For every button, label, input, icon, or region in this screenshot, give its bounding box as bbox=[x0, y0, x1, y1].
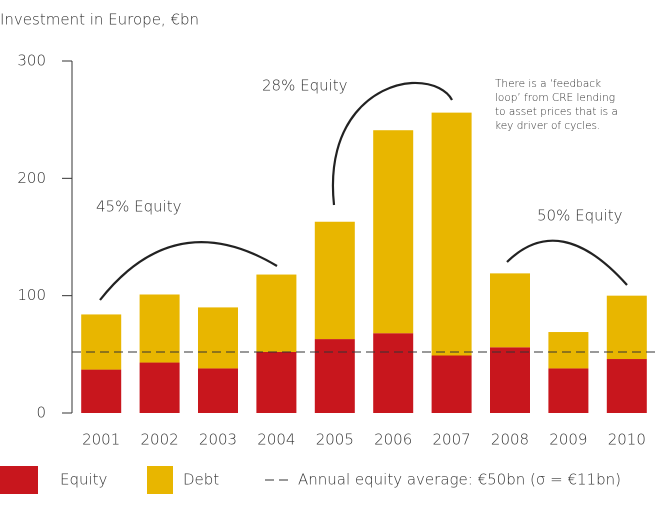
bar-segment bbox=[548, 332, 589, 369]
note-line: to asset prices that is a bbox=[495, 106, 618, 118]
bar-segment bbox=[81, 369, 122, 413]
x-tick-label: 2009 bbox=[549, 431, 587, 449]
chart-title: Investment in Europe, €bn bbox=[0, 11, 199, 29]
annotation-arc bbox=[331, 81, 453, 206]
x-tick-label: 2010 bbox=[608, 431, 646, 449]
bar-segment bbox=[373, 130, 414, 334]
annotation: 50% Equity bbox=[537, 207, 623, 225]
legend-label: Debt bbox=[183, 471, 219, 489]
annotation-arc bbox=[506, 239, 628, 286]
note-line: key driver of cycles. bbox=[495, 120, 600, 132]
x-tick-label: 2006 bbox=[374, 431, 412, 449]
bar-segment bbox=[256, 274, 297, 352]
bar-segment bbox=[431, 112, 472, 356]
bar-segment bbox=[314, 221, 355, 340]
bar-segment bbox=[490, 273, 530, 348]
bar-segment bbox=[139, 362, 180, 413]
note-line: loop’ from CRE lending bbox=[495, 92, 615, 104]
note-line: There is a ‘feedback bbox=[495, 78, 601, 90]
y-tick-label: 100 bbox=[17, 286, 46, 304]
bar-segment bbox=[198, 307, 238, 369]
y-tick-label: 0 bbox=[36, 404, 46, 422]
bar-segment bbox=[81, 314, 122, 370]
bar-segment bbox=[198, 368, 238, 413]
x-tick-label: 2004 bbox=[257, 431, 295, 449]
bar-segment bbox=[139, 294, 180, 363]
bar-segment bbox=[490, 347, 530, 413]
x-tick-label: 2003 bbox=[199, 431, 237, 449]
bar-segment bbox=[606, 295, 647, 360]
bar-segment bbox=[373, 333, 414, 413]
legend-label: Annual equity average: €50bn (σ = €11bn) bbox=[298, 471, 621, 489]
x-tick-label: 2001 bbox=[82, 431, 120, 449]
bar-segment bbox=[548, 368, 589, 413]
y-tick-label: 200 bbox=[17, 169, 46, 187]
x-tick-label: 2005 bbox=[316, 431, 354, 449]
legend-swatch bbox=[147, 466, 173, 494]
x-tick-label: 2002 bbox=[141, 431, 179, 449]
legend-label: Equity bbox=[60, 471, 108, 489]
x-tick-label: 2007 bbox=[433, 431, 471, 449]
y-tick-label: 300 bbox=[17, 52, 46, 70]
annotation-arc bbox=[99, 241, 278, 301]
annotation: 45% Equity bbox=[96, 198, 182, 216]
x-tick-label: 2008 bbox=[491, 431, 529, 449]
bar-segment bbox=[431, 355, 472, 413]
bar-segment bbox=[256, 351, 297, 413]
legend-swatch bbox=[0, 466, 38, 494]
bar-segment bbox=[606, 359, 647, 413]
annotation: 28% Equity bbox=[262, 77, 348, 95]
bar-segment bbox=[314, 339, 355, 413]
